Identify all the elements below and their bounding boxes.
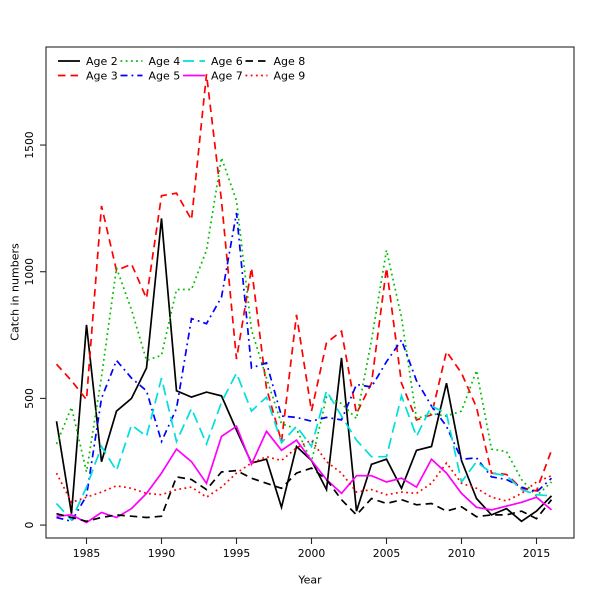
line-age-7 [56,425,553,524]
y-tick-label: 1500 [23,131,36,159]
legend-item-age-8: Age 8 [245,55,306,68]
line-age-8 [56,467,553,523]
line-age-5 [56,212,553,523]
legend-label-age-9: Age 9 [274,69,306,82]
legend-label-age-6: Age 6 [211,55,243,68]
x-tick-label: 2015 [523,547,550,560]
legend-label-age-8: Age 8 [274,55,306,68]
y-tick-label: 1000 [23,258,36,286]
legend-label-age-7: Age 7 [211,69,243,82]
y-tick-label: 500 [23,388,36,409]
legend-label-age-5: Age 5 [149,69,181,82]
line-age-2 [55,218,553,523]
legend-item-age-9: Age 9 [245,69,306,82]
line-age-4 [55,157,553,498]
x-tick-label: 1990 [148,547,176,560]
legend-label-age-4: Age 4 [149,55,181,68]
x-tick-label: 2010 [448,547,476,560]
y-tick-label: 0 [23,522,36,529]
legend-item-age-2: Age 2 [58,55,118,68]
x-tick-label: 2005 [373,547,400,560]
legend-label-age-3: Age 3 [86,69,118,82]
line-age-3 [55,74,553,492]
x-axis-title: Year [298,573,322,587]
x-tick-label: 1985 [73,547,100,560]
legend-label-age-2: Age 2 [86,55,118,68]
legend-item-age-4: Age 4 [120,55,181,68]
legend-item-age-7: Age 7 [183,69,243,82]
line-age-9 [55,439,552,504]
y-axis-title: Catch in numbers [8,243,22,341]
legend-item-age-6: Age 6 [183,55,243,68]
x-tick-label: 2000 [298,547,326,560]
line-age-6 [55,371,552,522]
legend-item-age-5: Age 5 [120,69,181,82]
plot-frame [45,46,575,539]
x-tick-label: 1995 [223,547,250,560]
legend-item-age-3: Age 3 [58,69,118,82]
